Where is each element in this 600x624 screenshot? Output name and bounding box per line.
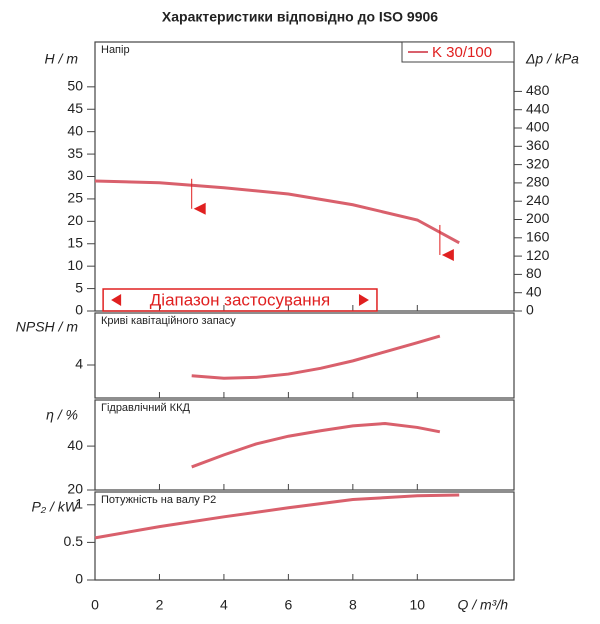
y-tick-label: 1 — [75, 495, 83, 511]
y2-tick-label: 480 — [526, 82, 550, 98]
y-tick-label: 4 — [75, 356, 83, 372]
y-tick-label: 20 — [67, 481, 83, 497]
y-tick-label: 10 — [67, 257, 83, 273]
line — [94, 179, 460, 245]
y2-tick-label: 360 — [526, 137, 550, 153]
x-tick-label: 10 — [410, 597, 426, 613]
band-arrow — [111, 294, 122, 306]
line — [94, 493, 460, 540]
y2-tick-label: 240 — [526, 192, 550, 208]
y-axis-label: H / m — [45, 51, 79, 67]
y-tick-label: 5 — [75, 279, 83, 295]
y2-tick-label: 120 — [526, 247, 550, 263]
x-tick-label: 4 — [220, 597, 228, 613]
legend-label: K 30/100 — [432, 44, 492, 61]
y-tick-label: 20 — [67, 212, 83, 228]
y-tick-label: 50 — [67, 78, 83, 94]
panel-frame — [94, 491, 515, 581]
line — [191, 334, 441, 380]
chart-title: Характеристики відповідно до ISO 9906 — [162, 9, 438, 25]
y-tick-label: 0.5 — [64, 533, 84, 549]
y2-tick-label: 80 — [526, 265, 542, 281]
y2-tick-label: 0 — [526, 302, 534, 318]
y-tick-label: 45 — [67, 100, 83, 116]
marker — [441, 248, 454, 261]
y2-tick-label: 160 — [526, 229, 550, 245]
line — [191, 421, 441, 469]
panel-frame — [94, 41, 515, 312]
x-tick-label: 6 — [284, 597, 292, 613]
y-tick-label: 35 — [67, 145, 83, 161]
panel-title: Напір — [101, 44, 130, 56]
panel-frame — [94, 399, 515, 491]
y-axis-label: NPSH / m — [16, 319, 79, 335]
panel-title: Потужність на валу P2 — [101, 494, 216, 506]
y-tick-label: 0 — [75, 302, 83, 318]
y-axis-label: P₂ / kW — [31, 499, 79, 515]
legend-box — [401, 41, 515, 63]
y2-tick-label: 440 — [526, 100, 550, 116]
y2-tick-label: 320 — [526, 155, 550, 171]
y-tick-label: 40 — [67, 437, 83, 453]
y2-tick-label: 40 — [526, 283, 542, 299]
y-tick-label: 0 — [75, 571, 83, 587]
x-tick-label: 2 — [156, 597, 164, 613]
panel-title: Гідравлічний ККД — [101, 402, 190, 414]
band-box — [102, 288, 378, 312]
panel-frame — [94, 312, 515, 399]
y-tick-label: 25 — [67, 190, 83, 206]
y2-axis-label: Δp / kPa — [525, 51, 579, 67]
y2-tick-label: 400 — [526, 119, 550, 135]
x-tick-label: 8 — [349, 597, 357, 613]
panel-title: Криві кавітаційного запасу — [101, 315, 236, 327]
y-tick-label: 15 — [67, 234, 83, 250]
band-label: Діапазон застосування — [150, 290, 330, 309]
y-tick-label: 30 — [67, 167, 83, 183]
x-tick-label: 0 — [91, 597, 99, 613]
y-axis-label: η / % — [46, 407, 78, 423]
x-axis-label: Q / m³/h — [457, 597, 508, 613]
y-tick-label: 40 — [67, 122, 83, 138]
band-arrow — [358, 294, 369, 306]
y2-tick-label: 280 — [526, 174, 550, 190]
marker — [193, 202, 206, 215]
y2-tick-label: 200 — [526, 210, 550, 226]
